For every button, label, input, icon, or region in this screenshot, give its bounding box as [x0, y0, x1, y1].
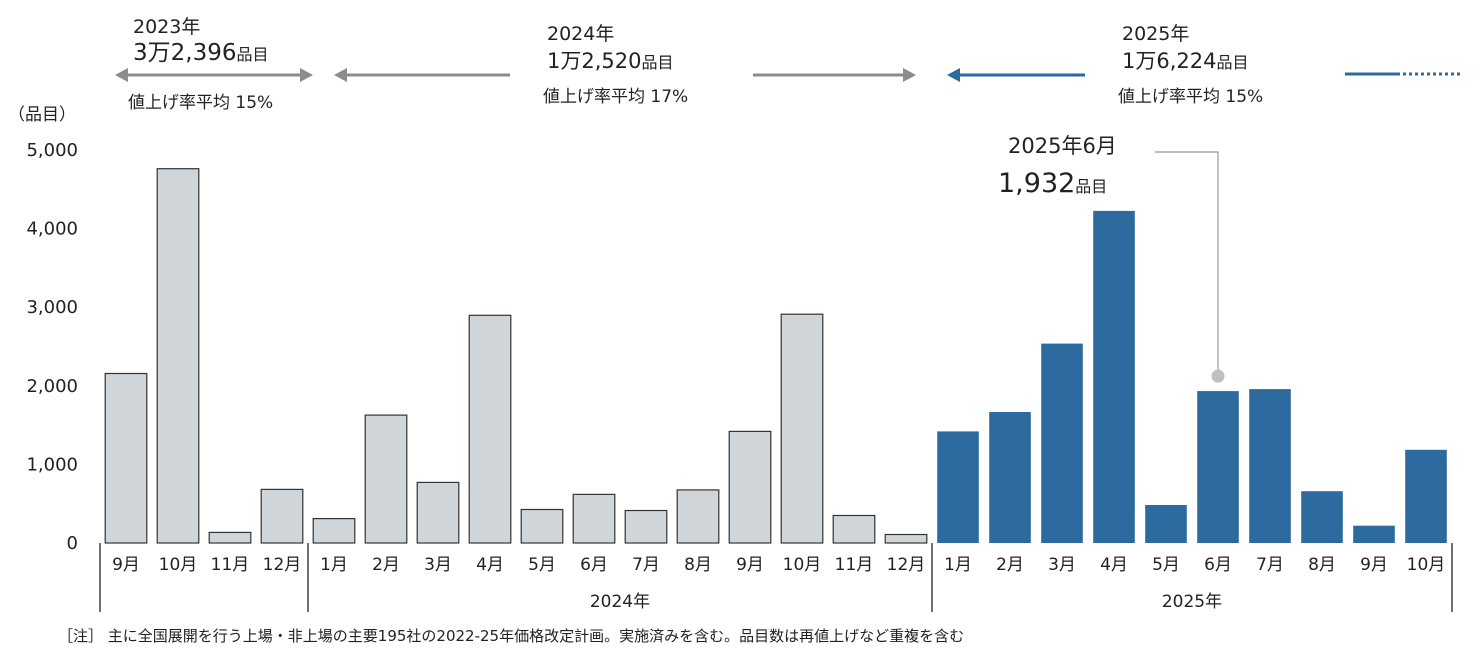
x-axis: 9月 10月 11月 12月 1月 2月 3月 4月 5月 6月 7月 8月 9月 10月 11月 12月 1月… — [99, 543, 1453, 612]
x-tick-label: 12月 — [887, 555, 926, 575]
callout-leader-line — [1155, 151, 1219, 377]
summary-2023: 2023年 3万2,396品目 値上げ率平均 15% — [115, 16, 313, 113]
summary-2025-arrow — [947, 68, 1462, 82]
y-tick-label: 5,000 — [26, 140, 78, 161]
bar-2023-11月 — [208, 531, 252, 544]
y-tick-label: 0 — [67, 533, 78, 554]
summary-2024-count: 1万2,520品目 — [547, 49, 674, 73]
summary-2023-arrow — [115, 68, 313, 82]
bar-2024-5月 — [520, 508, 564, 544]
x-tick-label: 9月 — [736, 555, 764, 575]
bar-2024-7月 — [624, 509, 668, 544]
x-tick-label: 7月 — [632, 555, 660, 575]
x-tick-label: 4月 — [476, 555, 504, 575]
bar-2024-3月 — [416, 481, 460, 544]
x-tick-label: 4月 — [1100, 555, 1128, 575]
callout-label: 2025年6月 — [1008, 134, 1117, 158]
callout-dot — [1211, 369, 1225, 383]
y-tick-label: 3,000 — [26, 297, 78, 318]
bar-2024-8月 — [676, 489, 720, 544]
bar-2025-1月 — [937, 431, 979, 543]
bars — [104, 168, 1447, 544]
bar-2025-7月 — [1249, 389, 1291, 543]
summary-2023-year: 2023年 — [133, 16, 200, 38]
bar-2024-11月 — [832, 514, 876, 544]
summary-2025-count: 1万6,224品目 — [1122, 49, 1249, 73]
x-tick-label: 8月 — [684, 555, 712, 575]
x-tick-label: 2月 — [996, 555, 1024, 575]
y-tick-labels: 5,000 4,000 3,000 2,000 1,000 0 — [26, 140, 78, 554]
y-tick-label: 1,000 — [26, 454, 78, 475]
bar-2023-10月 — [156, 168, 200, 544]
y-axis-label: （品目） — [8, 105, 76, 125]
x-tick-label: 11月 — [211, 555, 250, 575]
x-tick-label: 3月 — [424, 555, 452, 575]
x-tick-label: 6月 — [580, 555, 608, 575]
bar-2025-3月 — [1041, 343, 1083, 543]
summary-2024-rate: 値上げ率平均 17% — [543, 87, 688, 107]
bar-2025-5月 — [1145, 505, 1187, 543]
bar-2024-2月 — [364, 414, 408, 544]
x-tick-label: 3月 — [1048, 555, 1076, 575]
y-tick-label: 4,000 — [26, 219, 78, 240]
bar-2024-4月 — [468, 314, 512, 544]
bar-2025-6月 — [1197, 391, 1239, 543]
summary-2024-year: 2024年 — [547, 23, 614, 45]
bar-2023-9月 — [104, 372, 148, 544]
year-group-label: 2024年 — [590, 592, 650, 612]
footnote: ［注］ 主に全国展開を行う上場・非上場の主要195社の2022-25年価格改定計… — [58, 627, 964, 645]
summary-2024: 2024年 1万2,520品目 値上げ率平均 17% — [334, 23, 916, 107]
bar-2024-9月 — [728, 430, 772, 544]
x-tick-label: 10月 — [159, 555, 198, 575]
bar-2025-4月 — [1093, 210, 1135, 543]
summary-2025-year: 2025年 — [1122, 23, 1189, 45]
bar-2025-2月 — [989, 412, 1031, 543]
x-tick-label: 2月 — [372, 555, 400, 575]
x-tick-label: 7月 — [1256, 555, 1284, 575]
x-tick-label: 10月 — [1407, 555, 1446, 575]
bar-2024-6月 — [572, 493, 616, 544]
bar-2024-1月 — [312, 517, 356, 544]
bar-2024-10月 — [780, 313, 824, 544]
bar-2025-9月 — [1353, 525, 1395, 543]
x-tick-label: 1月 — [320, 555, 348, 575]
bar-2025-8月 — [1301, 491, 1343, 543]
x-tick-label: 5月 — [528, 555, 556, 575]
x-tick-label: 9月 — [112, 555, 140, 575]
x-tick-label: 11月 — [835, 555, 874, 575]
x-tick-label: 10月 — [783, 555, 822, 575]
summary-2023-count: 3万2,396品目 — [133, 40, 269, 66]
x-tick-label: 6月 — [1204, 555, 1232, 575]
x-tick-label: 5月 — [1152, 555, 1180, 575]
bar-2023-12月 — [260, 488, 304, 544]
x-tick-label: 12月 — [263, 555, 302, 575]
bar-2025-10月 — [1405, 449, 1447, 543]
year-group-label: 2025年 — [1162, 592, 1222, 612]
x-tick-label: 1月 — [944, 555, 972, 575]
y-tick-label: 2,000 — [26, 376, 78, 397]
summary-2024-arrow — [334, 68, 916, 82]
callout-2025-06: 2025年6月 1,932品目 — [998, 134, 1225, 383]
callout-value: 1,932品目 — [998, 168, 1107, 199]
summary-2023-rate: 値上げ率平均 15% — [128, 93, 273, 113]
bar-2024-12月 — [884, 533, 928, 544]
summary-2025: 2025年 1万6,224品目 値上げ率平均 15% — [947, 23, 1462, 107]
x-tick-label: 8月 — [1308, 555, 1336, 575]
summary-2025-rate: 値上げ率平均 15% — [1118, 87, 1263, 107]
x-tick-label: 9月 — [1360, 555, 1388, 575]
